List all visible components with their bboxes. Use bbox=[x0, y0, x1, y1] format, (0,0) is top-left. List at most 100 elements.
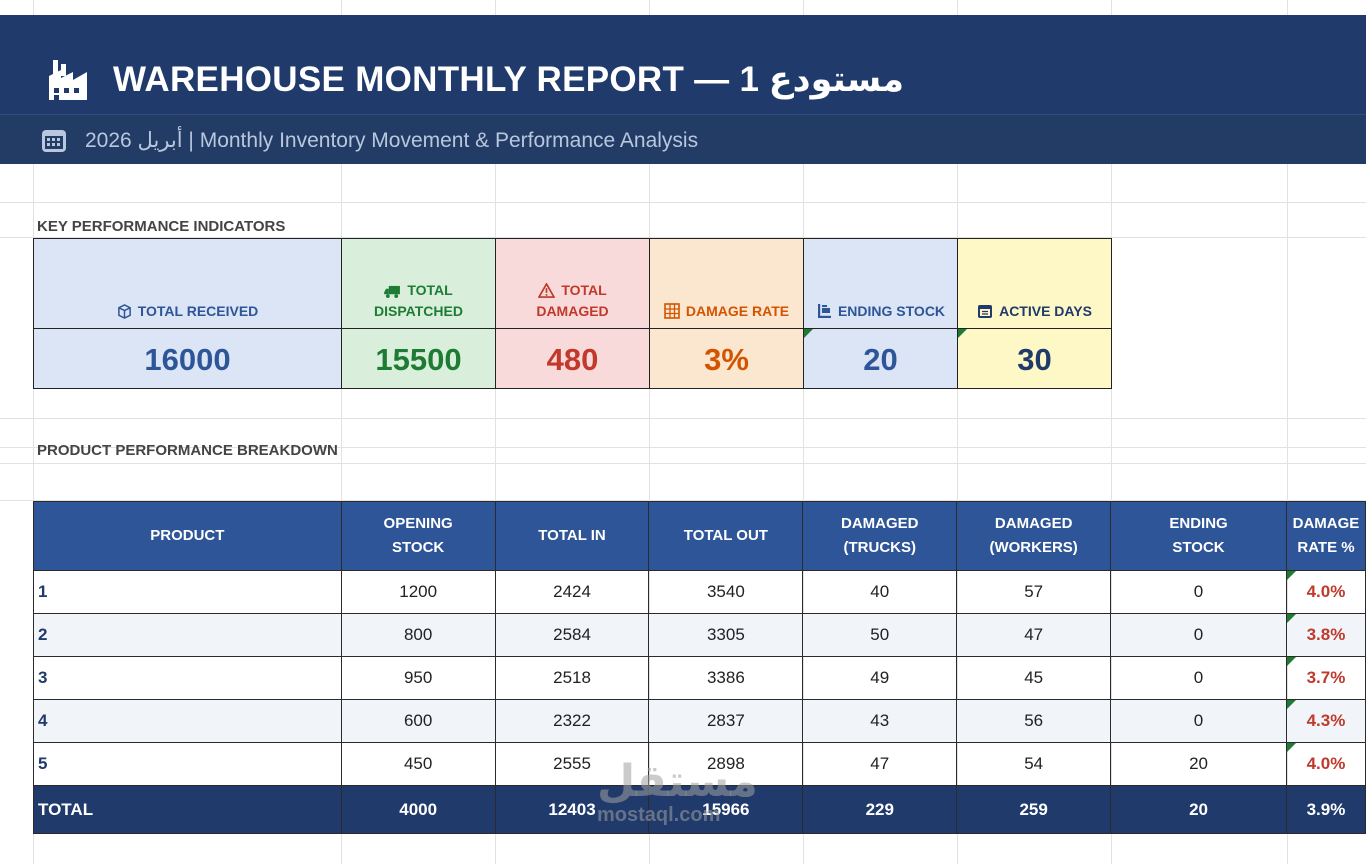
cell-total-out[interactable]: 2837 bbox=[648, 699, 804, 743]
cell-damage-rate[interactable]: 3.7% bbox=[1285, 656, 1366, 700]
kpi-label-line1: TOTAL bbox=[407, 282, 453, 298]
cell-damaged-trucks[interactable]: 49 bbox=[802, 656, 958, 700]
kpi-active-days-value-cell: 30 bbox=[957, 328, 1112, 389]
total-damage-rate[interactable]: 3.9% bbox=[1285, 785, 1366, 834]
cell-opening-stock[interactable]: 800 bbox=[340, 613, 496, 657]
calendar-icon bbox=[978, 305, 993, 318]
cell-product[interactable]: 5 bbox=[33, 742, 342, 786]
kpi-total-dispatched-value-cell: 15500 bbox=[341, 328, 496, 389]
cell-comment-marker bbox=[958, 329, 967, 338]
kpi-label-line2: DAMAGED bbox=[536, 303, 609, 319]
cell-ending-stock[interactable]: 20 bbox=[1110, 742, 1287, 786]
cell-total-out[interactable]: 3386 bbox=[648, 656, 804, 700]
kpi-label: DAMAGE RATE bbox=[685, 303, 790, 319]
product-performance-table: PRODUCT OPENING STOCK TOTAL IN TOTAL OUT … bbox=[33, 501, 1366, 834]
cell-ending-stock[interactable]: 0 bbox=[1110, 613, 1287, 657]
kpi-value: 3% bbox=[704, 342, 749, 377]
kpi-total-damaged-value-cell: 480 bbox=[495, 328, 650, 389]
kpi-active-days-label-cell: ACTIVE DAYS bbox=[957, 238, 1112, 329]
total-damaged-trucks[interactable]: 229 bbox=[802, 785, 958, 834]
cell-damaged-trucks[interactable]: 43 bbox=[802, 699, 958, 743]
cell-damage-rate[interactable]: 4.0% bbox=[1285, 570, 1366, 614]
total-ending-stock[interactable]: 20 bbox=[1110, 785, 1287, 834]
table-row: 3 950 2518 3386 49 45 0 3.7% bbox=[33, 656, 1366, 700]
cell-damaged-workers[interactable]: 45 bbox=[956, 656, 1112, 700]
cell-total-in[interactable]: 2584 bbox=[494, 613, 650, 657]
total-label[interactable]: TOTAL bbox=[33, 785, 342, 834]
kpi-total-received-label-cell: TOTAL RECEIVED bbox=[33, 238, 342, 329]
cell-total-out[interactable]: 2898 bbox=[648, 742, 804, 786]
kpi-damage-rate-value-cell: 3% bbox=[649, 328, 804, 389]
kpi-total-damaged-label-cell: TOTAL DAMAGED bbox=[495, 238, 650, 329]
cell-comment-marker bbox=[1286, 571, 1296, 580]
cell-comment-marker bbox=[1286, 700, 1296, 709]
kpi-value: 30 bbox=[1017, 342, 1052, 377]
breakdown-section-title: PRODUCT PERFORMANCE BREAKDOWN bbox=[37, 442, 338, 455]
kpi-damage-rate-label-cell: DAMAGE RATE bbox=[649, 238, 804, 329]
cell-ending-stock[interactable]: 0 bbox=[1110, 656, 1287, 700]
table-row: 4 600 2322 2837 43 56 0 4.3% bbox=[33, 699, 1366, 743]
cell-opening-stock[interactable]: 1200 bbox=[340, 570, 496, 614]
cell-total-out[interactable]: 3305 bbox=[648, 613, 804, 657]
kpi-label-line1: TOTAL bbox=[561, 282, 607, 298]
kpi-label: TOTAL RECEIVED bbox=[137, 303, 259, 319]
kpi-ending-stock-value-cell: 20 bbox=[803, 328, 958, 389]
cell-ending-stock[interactable]: 0 bbox=[1110, 570, 1287, 614]
cell-damage-rate[interactable]: 4.3% bbox=[1285, 699, 1366, 743]
cell-total-in[interactable]: 2424 bbox=[494, 570, 650, 614]
kpi-label-line2: DISPATCHED bbox=[374, 303, 463, 319]
cell-damaged-workers[interactable]: 54 bbox=[956, 742, 1112, 786]
cell-product[interactable]: 1 bbox=[33, 570, 342, 614]
kpi-section-title: KEY PERFORMANCE INDICATORS bbox=[37, 218, 286, 235]
column-header-ending-stock[interactable]: ENDING STOCK bbox=[1110, 501, 1287, 571]
cell-damage-rate[interactable]: 3.8% bbox=[1285, 613, 1366, 657]
total-damaged-workers[interactable]: 259 bbox=[956, 785, 1112, 834]
table-row: 1 1200 2424 3540 40 57 0 4.0% bbox=[33, 570, 1366, 614]
cell-damaged-trucks[interactable]: 47 bbox=[802, 742, 958, 786]
warning-icon bbox=[537, 282, 556, 298]
kpi-value: 480 bbox=[546, 342, 599, 377]
report-subheader: أبريل 2026 | Monthly Inventory Movement … bbox=[0, 114, 1366, 164]
kpi-value: 16000 bbox=[144, 342, 231, 377]
cell-damaged-trucks[interactable]: 50 bbox=[802, 613, 958, 657]
column-header-damage-rate[interactable]: DAMAGE RATE % bbox=[1285, 501, 1366, 571]
table-header-row: PRODUCT OPENING STOCK TOTAL IN TOTAL OUT … bbox=[33, 501, 1366, 571]
report-title: WAREHOUSE MONTHLY REPORT — مستودع 1 bbox=[113, 60, 905, 99]
cell-damage-rate[interactable]: 4.0% bbox=[1285, 742, 1366, 786]
column-header-product[interactable]: PRODUCT bbox=[33, 501, 342, 571]
cell-opening-stock[interactable]: 600 bbox=[340, 699, 496, 743]
cell-ending-stock[interactable]: 0 bbox=[1110, 699, 1287, 743]
total-opening-stock[interactable]: 4000 bbox=[340, 785, 496, 834]
cell-total-out[interactable]: 3540 bbox=[648, 570, 804, 614]
kpi-ending-stock-label-cell: ENDING STOCK bbox=[803, 238, 958, 329]
table-row: 5 450 2555 2898 47 54 20 4.0% bbox=[33, 742, 1366, 786]
cell-product[interactable]: 4 bbox=[33, 699, 342, 743]
cell-product[interactable]: 3 bbox=[33, 656, 342, 700]
kpi-value: 20 bbox=[863, 342, 898, 377]
cell-total-in[interactable]: 2518 bbox=[494, 656, 650, 700]
cell-total-in[interactable]: 2555 bbox=[494, 742, 650, 786]
forklift-icon bbox=[817, 304, 831, 318]
column-header-damaged-workers[interactable]: DAMAGED (WORKERS) bbox=[956, 501, 1112, 571]
grid-icon bbox=[664, 303, 680, 319]
cell-total-in[interactable]: 2322 bbox=[494, 699, 650, 743]
table-total-row: TOTAL 4000 12403 15966 229 259 20 3.9% bbox=[33, 785, 1366, 834]
cell-damaged-workers[interactable]: 47 bbox=[956, 613, 1112, 657]
column-header-total-out[interactable]: TOTAL OUT bbox=[648, 501, 804, 571]
kpi-total-received-value-cell: 16000 bbox=[33, 328, 342, 389]
cell-product[interactable]: 2 bbox=[33, 613, 342, 657]
truck-icon bbox=[384, 285, 401, 298]
column-header-damaged-trucks[interactable]: DAMAGED (TRUCKS) bbox=[802, 501, 958, 571]
cell-damaged-workers[interactable]: 57 bbox=[956, 570, 1112, 614]
kpi-value: 15500 bbox=[375, 342, 462, 377]
cell-opening-stock[interactable]: 950 bbox=[340, 656, 496, 700]
column-header-total-in[interactable]: TOTAL IN bbox=[494, 501, 650, 571]
column-header-opening-stock[interactable]: OPENING STOCK bbox=[340, 501, 496, 571]
cell-opening-stock[interactable]: 450 bbox=[340, 742, 496, 786]
total-in[interactable]: 12403 bbox=[494, 785, 650, 834]
total-out[interactable]: 15966 bbox=[648, 785, 804, 834]
cell-damaged-trucks[interactable]: 40 bbox=[802, 570, 958, 614]
cell-damaged-workers[interactable]: 56 bbox=[956, 699, 1112, 743]
cell-comment-marker bbox=[804, 329, 813, 338]
